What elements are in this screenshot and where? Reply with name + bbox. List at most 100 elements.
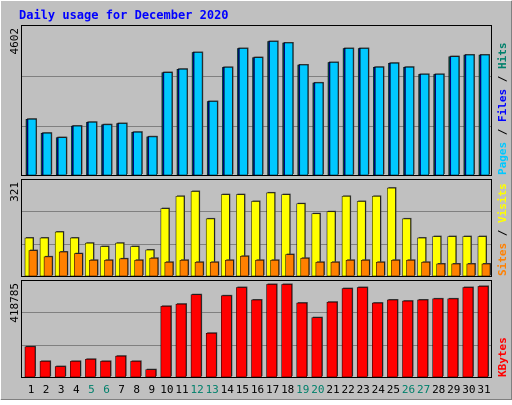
bar-kbytes-day-19 <box>296 302 308 378</box>
bar-kbytes-day-1 <box>24 346 36 378</box>
day-label-25: 25 <box>387 383 400 396</box>
bar-kbytes-day-26 <box>402 300 413 378</box>
day-label-19: 19 <box>296 383 309 396</box>
bar-kbytes-day-9 <box>145 369 157 378</box>
bar-pages-day-13 <box>208 101 218 176</box>
bar-sites-day-18 <box>285 254 294 277</box>
day-label-17: 17 <box>266 383 279 396</box>
day-label-5: 5 <box>88 383 95 396</box>
bar-sites-day-16 <box>255 260 264 277</box>
legend-files: Files <box>496 89 509 122</box>
bar-pages-day-26 <box>405 67 414 176</box>
bar-kbytes-day-21 <box>326 301 338 378</box>
chart-title: Daily usage for December 2020 <box>19 8 229 22</box>
bar-kbytes-day-4 <box>70 361 81 378</box>
bar-sites-day-27 <box>421 262 430 277</box>
bar-sites-day-26 <box>406 260 415 277</box>
bar-sites-day-28 <box>436 263 445 277</box>
bar-pages-day-14 <box>224 67 233 176</box>
bar-sites-day-10 <box>164 262 174 277</box>
day-label-10: 10 <box>160 383 173 396</box>
bar-pages-day-9 <box>148 136 158 176</box>
bar-sites-day-24 <box>376 262 385 277</box>
bar-sites-day-29 <box>451 263 461 277</box>
day-label-9: 9 <box>148 383 155 396</box>
bar-pages-day-25 <box>390 63 399 176</box>
bar-kbytes-day-18 <box>281 284 292 378</box>
bar-kbytes-day-27 <box>417 299 428 378</box>
day-label-20: 20 <box>311 383 324 396</box>
day-label-18: 18 <box>281 383 294 396</box>
bar-sites-day-9 <box>149 258 159 277</box>
bar-pages-day-19 <box>299 64 309 176</box>
bar-sites-day-19 <box>300 258 310 277</box>
bar-sites-day-7 <box>119 258 128 277</box>
bar-pages-day-5 <box>88 122 97 176</box>
bar-sites-day-13 <box>209 262 219 277</box>
hits-y-max-label: 4602 <box>8 28 21 55</box>
bar-pages-day-16 <box>254 57 263 176</box>
bar-sites-day-5 <box>89 260 98 277</box>
bar-pages-day-18 <box>284 42 293 176</box>
bar-kbytes-day-11 <box>175 303 187 378</box>
day-labels: 1 2 3 4 5 6 7 8 9 10 11 12 13 14 15 16 17 18 19 20 21 22 23 24 2… <box>28 383 491 396</box>
bar-pages-day-4 <box>73 125 82 176</box>
bar-pages-day-23 <box>359 48 369 176</box>
bar-kbytes-day-23 <box>356 287 368 378</box>
day-label-14: 14 <box>221 383 235 396</box>
bar-sites-day-23 <box>360 260 370 277</box>
bar-sites-day-30 <box>466 263 476 277</box>
bar-kbytes-day-8 <box>130 361 141 378</box>
bar-sites-day-12 <box>194 262 204 277</box>
bar-sites-day-3 <box>58 251 68 277</box>
bar-sites-day-17 <box>270 260 279 277</box>
day-label-7: 7 <box>118 383 125 396</box>
bar-sites-day-31 <box>481 263 491 277</box>
bar-kbytes-day-6 <box>100 361 111 378</box>
day-label-15: 15 <box>236 383 249 396</box>
bar-kbytes-day-31 <box>477 286 489 378</box>
day-label-11: 11 <box>175 383 188 396</box>
bar-pages-day-31 <box>480 54 490 176</box>
day-label-29: 29 <box>447 383 460 396</box>
visits-panel-legend: Sites / Visits <box>496 183 509 276</box>
day-label-1: 1 <box>28 383 35 396</box>
bar-sites-day-6 <box>104 260 113 277</box>
bar-kbytes-day-2 <box>39 361 51 378</box>
bar-kbytes-day-17 <box>266 284 277 378</box>
legend-hits: Hits <box>496 43 509 70</box>
bar-sites-day-15 <box>240 256 249 277</box>
day-label-30: 30 <box>462 383 475 396</box>
day-label-24: 24 <box>372 383 386 396</box>
bar-pages-day-30 <box>465 54 475 176</box>
day-label-16: 16 <box>251 383 264 396</box>
bar-sites-day-21 <box>330 262 340 277</box>
bar-pages-day-7 <box>118 123 127 176</box>
bar-sites-day-8 <box>134 260 143 277</box>
bar-kbytes-day-10 <box>160 306 172 378</box>
day-label-28: 28 <box>432 383 445 396</box>
bar-sites-day-25 <box>391 260 400 277</box>
kbytes-y-max-label: 418785 <box>8 283 21 323</box>
day-label-27: 27 <box>417 383 430 396</box>
bar-pages-day-6 <box>103 124 112 176</box>
bar-kbytes-day-25 <box>387 299 398 378</box>
bar-pages-day-21 <box>329 62 339 176</box>
bar-sites-day-22 <box>345 260 355 277</box>
bar-pages-day-11 <box>178 69 188 176</box>
day-label-13: 13 <box>206 383 219 396</box>
bar-sites-day-14 <box>225 260 234 277</box>
bar-pages-day-20 <box>314 82 324 176</box>
chart-marks <box>24 40 491 378</box>
bar-kbytes-day-20 <box>311 317 323 378</box>
day-label-4: 4 <box>73 383 80 396</box>
bar-pages-day-22 <box>344 48 354 176</box>
bar-kbytes-day-7 <box>115 355 126 378</box>
bar-pages-day-3 <box>57 137 67 176</box>
legend-pages: Pages <box>496 142 509 175</box>
bar-sites-day-2 <box>43 256 53 277</box>
legend-visits: Visits <box>496 183 509 223</box>
bar-pages-day-10 <box>163 72 173 176</box>
bar-kbytes-day-28 <box>432 298 443 378</box>
